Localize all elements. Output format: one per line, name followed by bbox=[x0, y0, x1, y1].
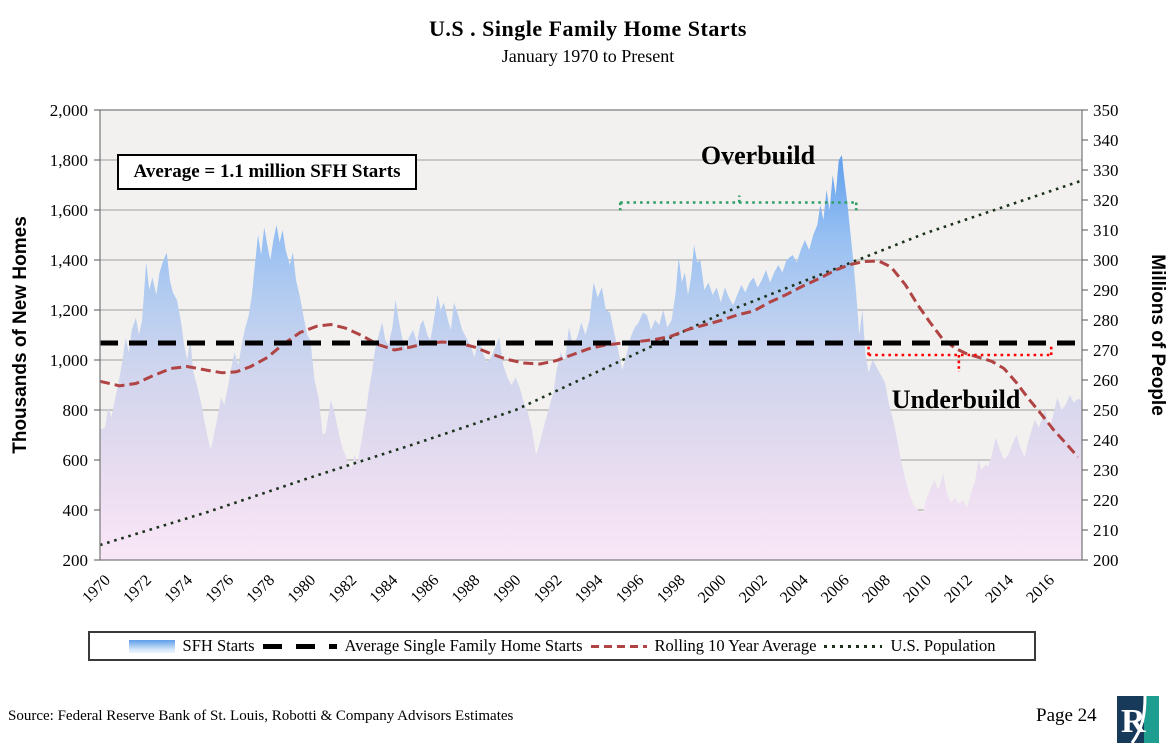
svg-text:400: 400 bbox=[63, 501, 89, 520]
svg-text:200: 200 bbox=[1093, 551, 1119, 570]
svg-text:2016: 2016 bbox=[1023, 572, 1058, 607]
svg-text:800: 800 bbox=[63, 401, 89, 420]
legend-label-population: U.S. Population bbox=[890, 636, 996, 655]
legend-swatch-population-dots-icon bbox=[824, 644, 883, 648]
svg-text:1984: 1984 bbox=[367, 572, 402, 607]
svg-text:290: 290 bbox=[1093, 281, 1119, 300]
svg-text:2014: 2014 bbox=[982, 572, 1017, 607]
svg-text:270: 270 bbox=[1093, 341, 1119, 360]
svg-text:350: 350 bbox=[1093, 101, 1119, 120]
svg-text:1974: 1974 bbox=[161, 572, 196, 607]
svg-text:2008: 2008 bbox=[859, 572, 894, 607]
legend: SFH Starts Average Single Family Home St… bbox=[88, 631, 1036, 661]
svg-text:1994: 1994 bbox=[572, 572, 607, 607]
logo-letter: R bbox=[1121, 703, 1146, 740]
svg-text:210: 210 bbox=[1093, 521, 1119, 540]
svg-text:220: 220 bbox=[1093, 491, 1119, 510]
robotti-logo-icon: R bbox=[1117, 696, 1159, 743]
svg-text:2012: 2012 bbox=[941, 572, 976, 607]
svg-text:200: 200 bbox=[63, 551, 89, 570]
svg-text:230: 230 bbox=[1093, 461, 1119, 480]
svg-text:1990: 1990 bbox=[490, 572, 525, 607]
legend-swatch-average-dash-icon bbox=[262, 643, 337, 649]
svg-text:2006: 2006 bbox=[818, 572, 853, 607]
svg-text:1992: 1992 bbox=[531, 572, 566, 607]
svg-text:1970: 1970 bbox=[79, 572, 114, 607]
svg-text:2002: 2002 bbox=[736, 572, 771, 607]
overbuild-label: Overbuild bbox=[700, 141, 816, 170]
svg-text:260: 260 bbox=[1093, 371, 1119, 390]
svg-text:Millions of People: Millions of People bbox=[1147, 254, 1168, 416]
svg-text:1978: 1978 bbox=[243, 572, 278, 607]
svg-text:1986: 1986 bbox=[408, 572, 443, 607]
page-number: Page 24 bbox=[1036, 705, 1097, 726]
chart-subtitle: January 1970 to Present bbox=[501, 46, 675, 66]
svg-text:600: 600 bbox=[63, 451, 89, 470]
chart-title: U.S . Single Family Home Starts bbox=[429, 16, 747, 41]
svg-text:2004: 2004 bbox=[777, 572, 812, 607]
svg-text:1,800: 1,800 bbox=[50, 151, 88, 170]
svg-text:Thousands of New Homes: Thousands of New Homes bbox=[10, 216, 31, 454]
svg-text:2000: 2000 bbox=[695, 572, 730, 607]
svg-text:1988: 1988 bbox=[449, 572, 484, 607]
svg-text:250: 250 bbox=[1093, 401, 1119, 420]
svg-text:1976: 1976 bbox=[202, 572, 237, 607]
legend-label-average: Average Single Family Home Starts bbox=[344, 636, 583, 655]
svg-text:300: 300 bbox=[1093, 251, 1119, 270]
svg-text:330: 330 bbox=[1093, 161, 1119, 180]
svg-text:2010: 2010 bbox=[900, 572, 935, 607]
svg-text:240: 240 bbox=[1093, 431, 1119, 450]
svg-text:1998: 1998 bbox=[654, 572, 689, 607]
svg-text:1,600: 1,600 bbox=[50, 201, 88, 220]
svg-text:1,000: 1,000 bbox=[50, 351, 88, 370]
svg-text:1982: 1982 bbox=[326, 572, 361, 607]
svg-text:1996: 1996 bbox=[613, 572, 648, 607]
svg-text:340: 340 bbox=[1093, 131, 1119, 150]
legend-swatch-sfh-starts-icon bbox=[128, 639, 175, 653]
source-note: Source: Federal Reserve Bank of St. Loui… bbox=[8, 708, 514, 724]
legend-label-sfh-starts: SFH Starts bbox=[182, 636, 255, 655]
underbuild-label: Underbuild bbox=[891, 385, 1021, 414]
average-annotation-box: Average = 1.1 million SFH Starts bbox=[117, 154, 417, 190]
legend-swatch-rolling-dash-icon bbox=[590, 644, 647, 648]
svg-text:280: 280 bbox=[1093, 311, 1119, 330]
svg-text:1,200: 1,200 bbox=[50, 301, 88, 320]
svg-text:1980: 1980 bbox=[285, 572, 320, 607]
legend-label-rolling: Rolling 10 Year Average bbox=[654, 636, 817, 655]
svg-text:320: 320 bbox=[1093, 191, 1119, 210]
svg-text:1972: 1972 bbox=[120, 572, 155, 607]
svg-text:2,000: 2,000 bbox=[50, 101, 88, 120]
svg-text:310: 310 bbox=[1093, 221, 1119, 240]
svg-text:1,400: 1,400 bbox=[50, 251, 88, 270]
